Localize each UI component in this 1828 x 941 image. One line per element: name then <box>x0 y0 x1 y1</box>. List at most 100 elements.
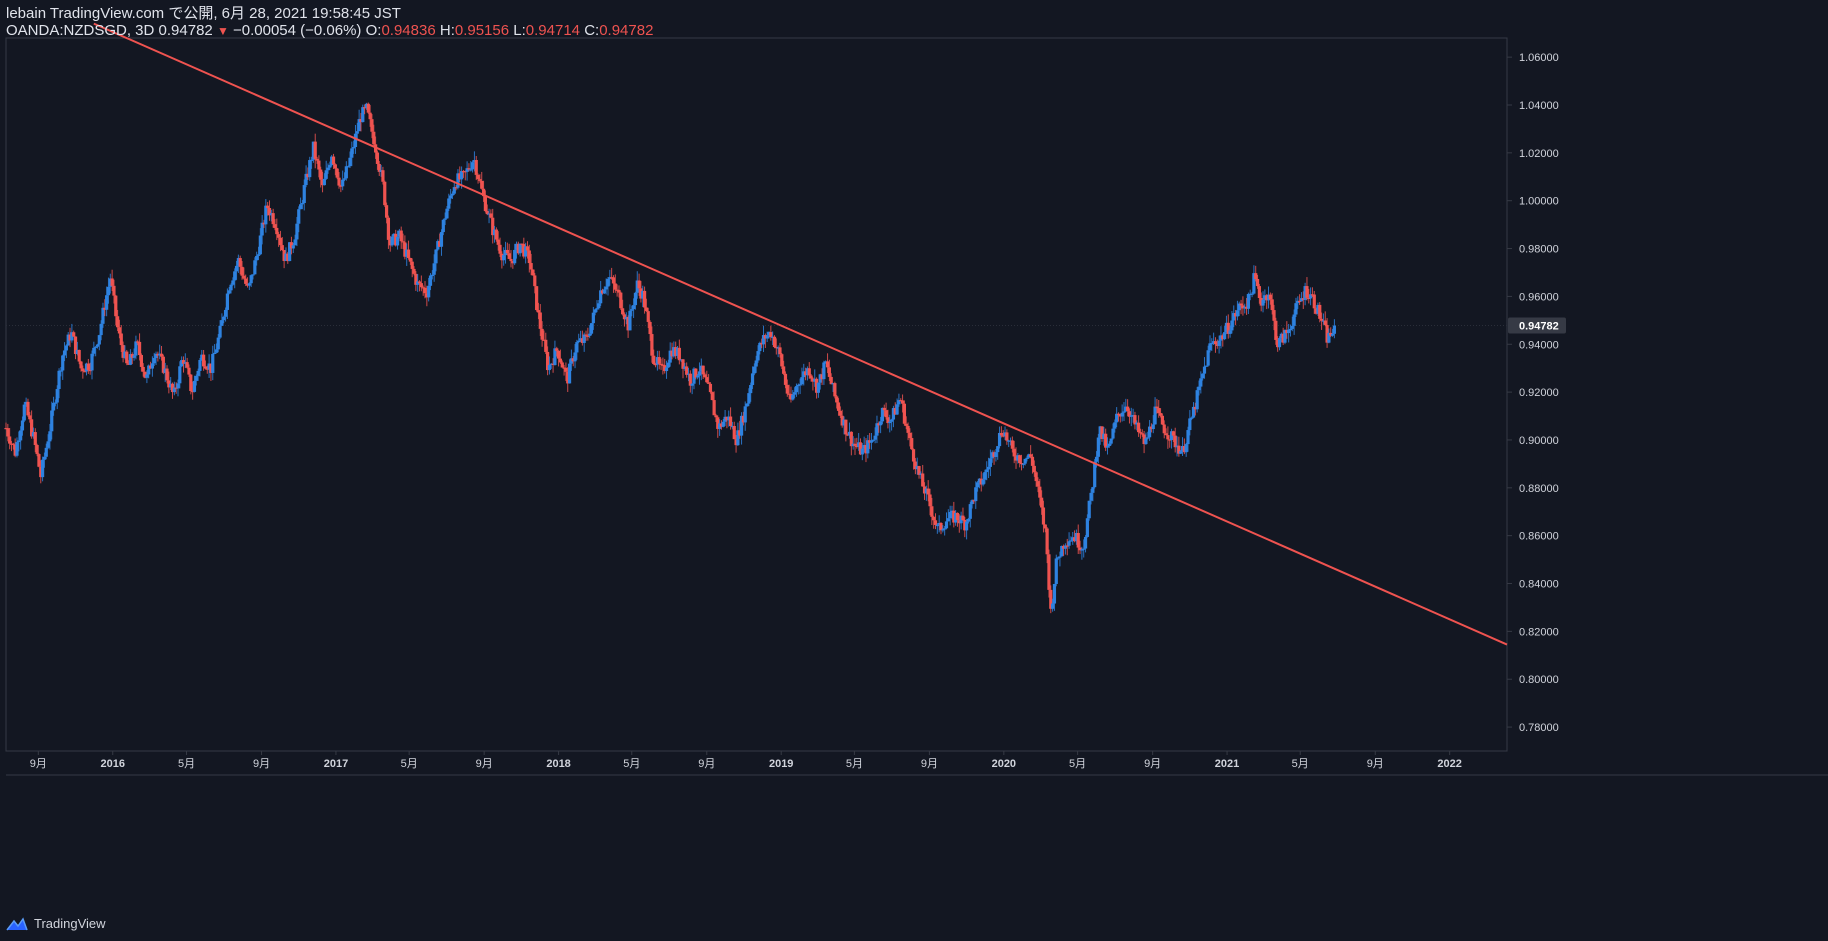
candle-body <box>974 487 978 502</box>
candle-body <box>143 371 147 378</box>
candle-body <box>202 354 206 367</box>
candle-body <box>566 371 570 384</box>
candle-body <box>352 147 356 149</box>
candle-body <box>132 355 136 358</box>
candle-body <box>672 347 676 357</box>
candle-body <box>1318 304 1322 319</box>
candle-body <box>1215 344 1219 346</box>
candle-body <box>900 400 905 404</box>
candle-body <box>86 363 90 370</box>
candle-body <box>167 380 171 388</box>
candle-body <box>941 529 945 531</box>
candle-body <box>105 295 109 310</box>
candle-body <box>313 141 317 159</box>
candle-body <box>1197 386 1201 391</box>
candle-body <box>1323 320 1327 325</box>
candle-body <box>1083 536 1088 549</box>
candle-body <box>782 366 786 374</box>
time-axis[interactable]: 9月 2016 5月 9月 2017 5月 9月 2018 5月 9月 2019 5月 9月 2020 5月… <box>6 751 1828 776</box>
candle-body <box>53 402 58 404</box>
candle-body <box>375 152 380 164</box>
candle-body <box>439 232 444 247</box>
candle-body <box>527 250 531 264</box>
current-price-tag <box>1508 317 1566 334</box>
candle-body <box>306 173 310 178</box>
candle-body <box>983 472 987 480</box>
candle-body <box>410 261 414 269</box>
candle-body <box>445 208 449 219</box>
candle-body <box>608 277 612 279</box>
candle-body <box>866 440 870 454</box>
candle-body <box>341 179 345 187</box>
candle-body <box>456 173 460 188</box>
candle-body <box>26 401 30 416</box>
candle-body <box>70 332 74 341</box>
candle-body <box>540 328 544 340</box>
candle-body <box>421 287 425 289</box>
price-tick-label: 0.98000 <box>1519 244 1559 256</box>
candle-body <box>794 386 799 393</box>
candle-body <box>811 378 815 382</box>
candle-body <box>703 374 707 378</box>
candle-body <box>586 335 590 337</box>
candle-body <box>708 383 713 393</box>
candle-body <box>315 158 319 161</box>
candle-body <box>1129 415 1133 417</box>
candle-body <box>1213 341 1218 345</box>
candle-body <box>610 277 614 279</box>
candle-body <box>639 288 643 299</box>
candle-body <box>121 345 125 358</box>
candle-body <box>1292 314 1296 326</box>
candle-body <box>542 339 546 341</box>
candle-body <box>769 332 773 338</box>
candle-body <box>1124 406 1128 412</box>
time-tick-label: 9月 <box>921 758 938 770</box>
candle-body <box>39 466 43 478</box>
candle-body <box>209 363 213 373</box>
candle-body <box>551 363 555 365</box>
candle-body <box>1190 417 1194 419</box>
candle-body <box>1180 445 1185 452</box>
candle-body <box>229 284 233 291</box>
candle-body <box>145 374 149 378</box>
time-tick-label: 2020 <box>992 758 1016 770</box>
plot-area[interactable] <box>4 22 1508 752</box>
candle-body <box>597 303 601 309</box>
candle-body <box>172 387 176 393</box>
candle-body <box>386 217 391 240</box>
candle-body <box>491 217 495 236</box>
candle-body <box>1309 294 1313 299</box>
candle-body <box>888 421 892 424</box>
candle-body <box>1021 463 1025 465</box>
candle-body <box>264 205 268 225</box>
candle-body <box>1001 435 1005 437</box>
candle-body <box>655 357 659 365</box>
candle-body <box>1321 320 1326 322</box>
candle-body <box>35 445 39 455</box>
trendline[interactable] <box>93 22 1508 646</box>
candle-body <box>994 452 998 457</box>
candle-body <box>869 440 874 443</box>
time-tick-label: 5月 <box>1292 758 1309 770</box>
candle-body <box>1067 541 1071 546</box>
tradingview-brand[interactable]: TradingView <box>6 916 106 931</box>
candle-body <box>1221 335 1225 340</box>
candle-body <box>319 169 323 180</box>
candle-body <box>747 393 751 404</box>
candle-body <box>857 442 861 448</box>
candle-body <box>835 396 839 403</box>
candle-body <box>675 347 680 356</box>
candle-body <box>1082 548 1086 550</box>
candle-body <box>1135 422 1139 425</box>
candle-body <box>785 384 789 394</box>
candle-body <box>1270 299 1274 311</box>
candle-body <box>159 353 164 357</box>
candle-body <box>725 416 729 421</box>
candle-body <box>1298 300 1302 303</box>
symbol-name[interactable]: OANDA:NZDSGD, 3D <box>6 22 155 39</box>
price-axis[interactable]: 0.78000 0.80000 0.82000 0.84000 0.86000 0.880… <box>1507 52 1566 734</box>
candle-body <box>1032 465 1036 473</box>
candle-body <box>763 335 767 339</box>
symbol-line: OANDA:NZDSGD, 3D 0.94782 ▼ −0.00054 (−0.… <box>6 22 653 40</box>
